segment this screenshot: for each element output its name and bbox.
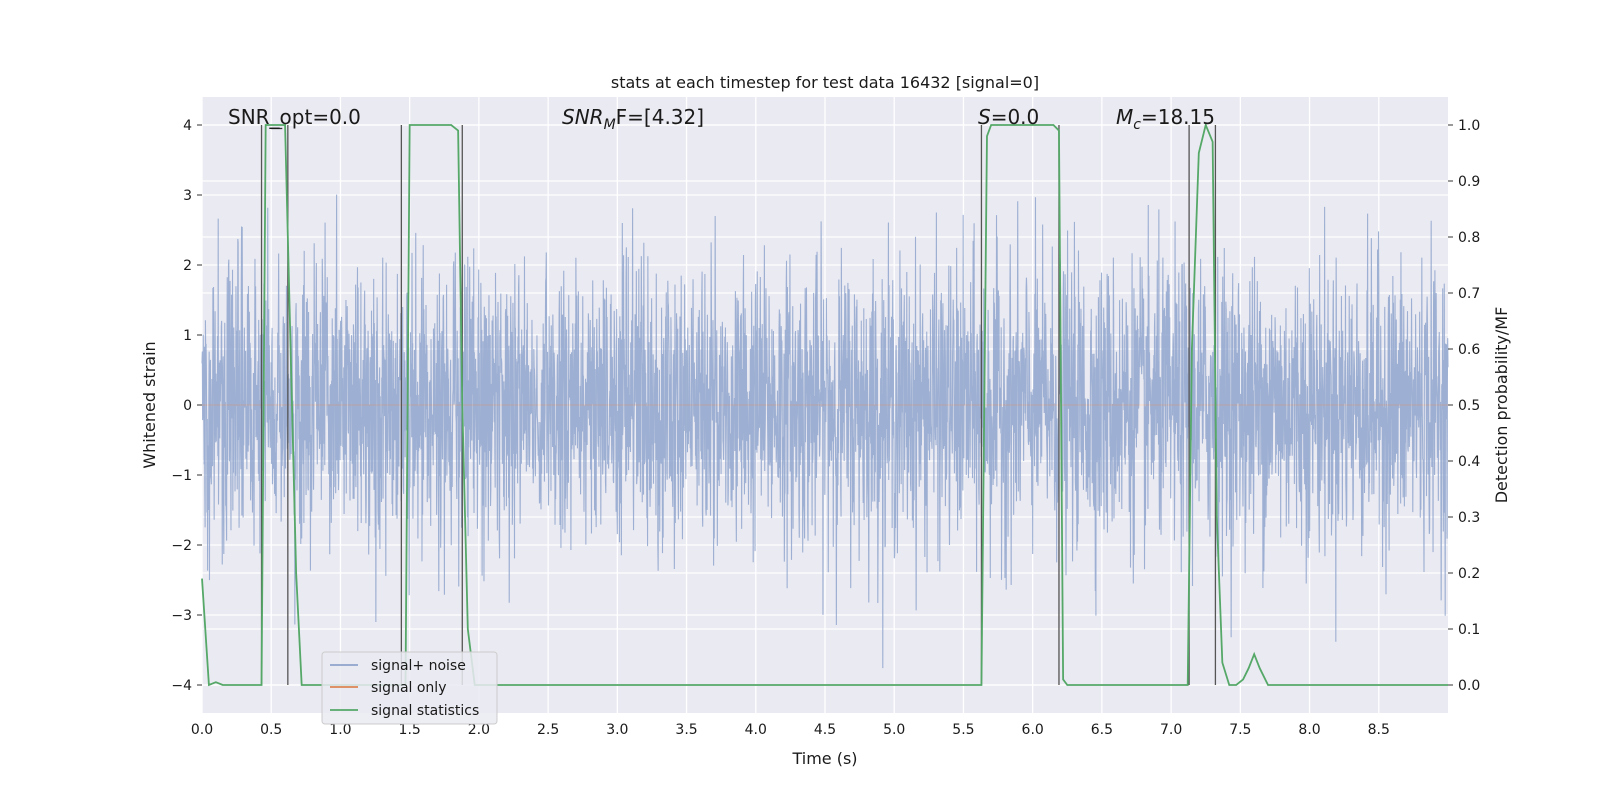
annotation-mc: Mc=18.15	[1116, 105, 1215, 133]
x-tick-label: 4.0	[745, 722, 767, 738]
y2-tick-label: 0.2	[1458, 566, 1480, 582]
tick-labels: 0.0 0.5 1.0 1.5 2.0 2.5 3.0 3.5 4.0 4.5 5.0 5.5 6.0 6…	[171, 118, 1480, 738]
y-tick-label: 1	[183, 328, 192, 344]
y2-tick-label: 0.9	[1458, 174, 1480, 190]
y-tick-label: 3	[183, 188, 192, 204]
legend-box	[321, 651, 498, 725]
x-tick-label: 4.5	[814, 722, 836, 738]
y2-tick-label: 0.3	[1458, 510, 1480, 526]
y2-tick-label: 0.0	[1458, 678, 1480, 694]
x-tick-label: 8.5	[1368, 722, 1390, 738]
y-tick-label: 2	[183, 258, 192, 274]
noise-series-layer	[201, 194, 1449, 669]
y-tick-label: 0	[183, 398, 192, 414]
x-tick-label: 5.0	[883, 722, 905, 738]
annotation-snr-mf: SNRMF=[4.32]	[562, 105, 704, 133]
series-signal-statistics	[201, 122, 1448, 687]
statistics-series-layer	[201, 122, 1448, 687]
x-tick-label: 0.0	[191, 722, 213, 738]
y2-tick-label: 0.5	[1458, 398, 1480, 414]
y2-tick-label: 0.4	[1458, 454, 1480, 470]
x-tick-label: 1.0	[329, 722, 351, 738]
series-signal-noise	[201, 194, 1449, 669]
y2-tick-label: 0.1	[1458, 622, 1480, 638]
y-tick-label: −3	[171, 608, 192, 624]
y2-tick-label: 1.0	[1458, 118, 1480, 134]
x-tick-label: 2.5	[537, 722, 559, 738]
x-tick-label: 5.5	[952, 722, 974, 738]
legend-label-signal: signal only	[371, 680, 446, 696]
annotation-snr-opt: SNR_opt=0.0	[228, 105, 361, 129]
legend-label-noise: signal+ noise	[371, 658, 466, 674]
annotation-s: S=0.0	[978, 105, 1039, 129]
y2-tick-label: 0.7	[1458, 286, 1480, 302]
x-tick-label: 1.5	[399, 722, 421, 738]
x-tick-label: 7.5	[1229, 722, 1251, 738]
x-tick-label: 3.0	[606, 722, 628, 738]
legend-label-stats: signal statistics	[371, 703, 479, 719]
chart-title: stats at each timestep for test data 164…	[611, 73, 1039, 92]
y-tick-label: 4	[183, 118, 192, 134]
x-tick-label: 6.5	[1091, 722, 1113, 738]
y2-tick-label: 0.8	[1458, 230, 1480, 246]
x-tick-label: 3.5	[675, 722, 697, 738]
x-tick-label: 7.0	[1160, 722, 1182, 738]
y2-tick-label: 0.6	[1458, 342, 1480, 358]
x-axis-label: Time (s)	[791, 749, 857, 768]
y-tick-label: −1	[171, 468, 192, 484]
legend: signal+ noise signal only signal statist…	[321, 651, 498, 725]
x-tick-label: 2.0	[468, 722, 490, 738]
x-tick-label: 6.0	[1022, 722, 1044, 738]
y2-axis-label: Detection probability/MF	[1492, 307, 1511, 504]
y-tick-label: −2	[171, 538, 192, 554]
x-tick-label: 8.0	[1298, 722, 1320, 738]
x-tick-label: 0.5	[260, 722, 282, 738]
y-tick-label: −4	[171, 678, 192, 694]
y-axis-label: Whitened strain	[140, 341, 159, 468]
